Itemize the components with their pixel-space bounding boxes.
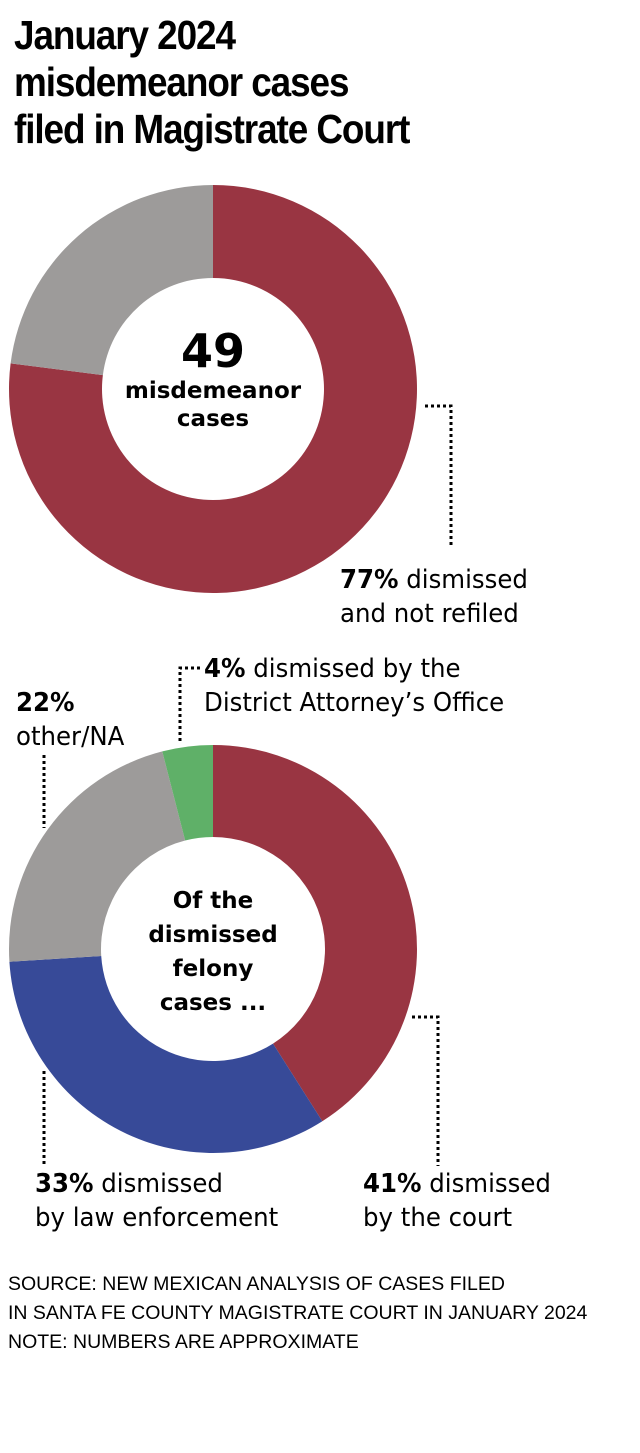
donut1-center-label: 49 misdemeanor cases <box>103 325 323 433</box>
center-line: misdemeanor <box>124 378 302 404</box>
label-22: 22% other/NA <box>16 688 125 752</box>
case-count: 49 <box>180 324 245 378</box>
source-note: SOURCE: NEW MEXICAN ANALYSIS OF CASES FI… <box>8 1273 588 1353</box>
label-33: 33% dismissed by law enforcement <box>35 1169 279 1233</box>
donut2-center-label: Of the dismissed felony cases ... <box>148 888 278 1016</box>
slice-court <box>213 745 418 1122</box>
slice-dismissed-not-refiled <box>8 185 418 593</box>
title-line: filed in Magistrate Court <box>14 106 410 152</box>
title-line: misdemeanor cases <box>14 59 350 105</box>
donut-felony <box>9 745 418 1154</box>
pct: 77% <box>340 565 399 595</box>
donut-misdemeanor <box>8 185 418 593</box>
slice-other <box>10 185 214 376</box>
leader-line-41 <box>412 1015 440 1166</box>
label-41: 41% dismissed by the court <box>363 1169 551 1233</box>
label-77: 77% dismissed and not refiled <box>340 565 528 629</box>
center-line: cases <box>176 406 250 432</box>
slice-law-enforcement <box>9 956 323 1154</box>
title-line: January 2024 <box>14 12 236 58</box>
chart-title: January 2024 misdemeanor cases filed in … <box>14 12 572 153</box>
slice-other-na <box>9 751 186 962</box>
leader-line-4 <box>178 666 200 742</box>
slice-district-attorney <box>162 745 213 841</box>
label-4: 4% dismissed by the District Attorney’s … <box>204 654 505 718</box>
leader-line-77 <box>425 404 453 548</box>
